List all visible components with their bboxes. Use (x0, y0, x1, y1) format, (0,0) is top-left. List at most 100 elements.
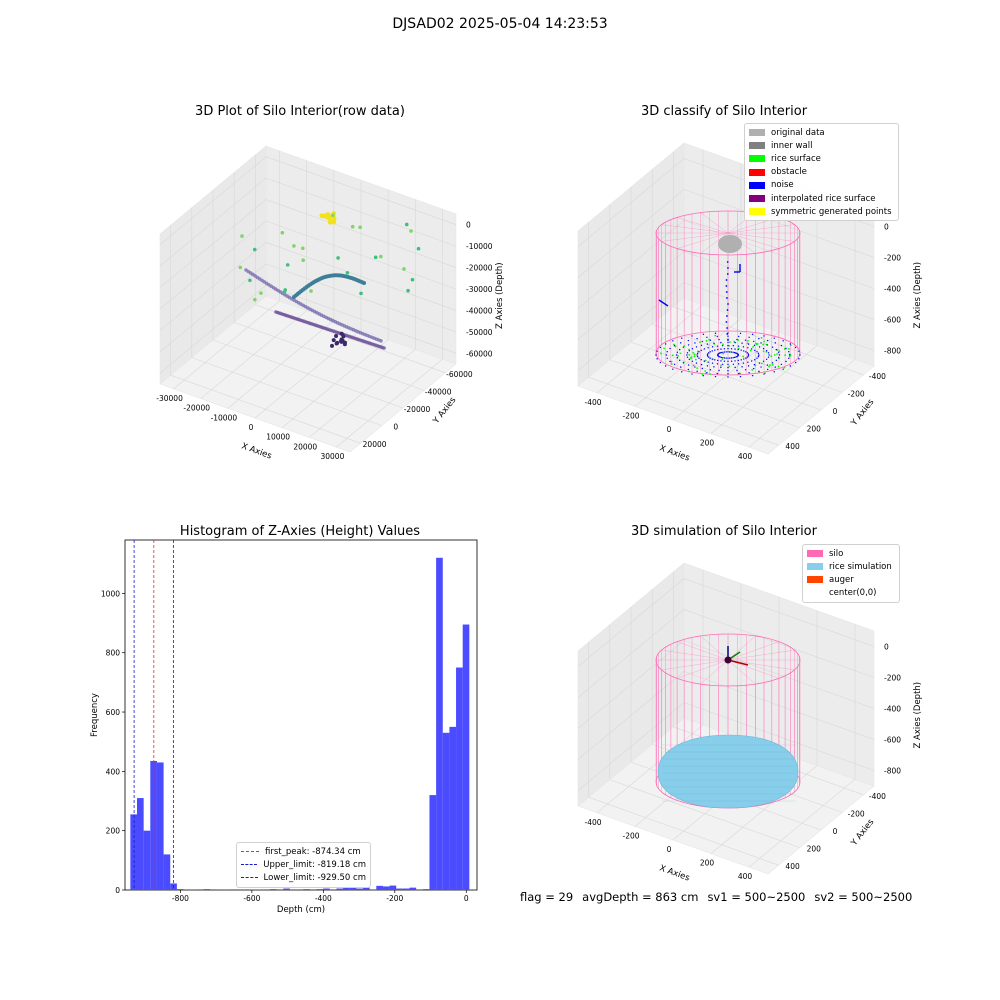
noise-point (658, 299, 669, 307)
legend-swatch (749, 168, 765, 176)
avg-depth-value: avgDepth = 863 cm (582, 890, 699, 904)
noise-point (701, 367, 703, 370)
x-tick-label: -600 (243, 894, 260, 903)
noise-point (726, 273, 729, 275)
noise-point (682, 346, 685, 348)
noise-point (680, 342, 682, 344)
grid-line (265, 263, 457, 333)
noise-point (695, 362, 698, 364)
histogram-bar (343, 887, 350, 890)
noise-point (694, 342, 696, 344)
noise-point (726, 309, 729, 311)
noise-point (773, 371, 775, 373)
grid-line (577, 251, 685, 340)
noise-point (695, 346, 698, 348)
legend-swatch (749, 208, 765, 216)
noise-point (725, 351, 727, 353)
legend-label: interpolated rice surface (771, 193, 876, 204)
noise-point (762, 360, 765, 362)
noise-point (720, 356, 723, 359)
noise-point (767, 356, 770, 358)
histogram-bar (283, 888, 290, 890)
histogram-bar (402, 888, 410, 890)
x-tick-label: 20000 (293, 442, 317, 451)
noise-point (730, 357, 733, 359)
raw-data-point (404, 222, 409, 227)
rice-surface-point (720, 364, 723, 367)
legend-line-sample (241, 877, 258, 879)
y-tick-label: -400 (869, 792, 886, 801)
raw-data-point (339, 331, 344, 336)
grid-line (630, 341, 822, 411)
legend-label: first_peak: -874.34 cm (265, 846, 361, 857)
grid-line (577, 671, 685, 760)
noise-point (741, 366, 743, 368)
y-tick-label: 0 (833, 407, 838, 416)
y-tick-label: 20000 (363, 440, 387, 449)
noise-point (740, 349, 742, 351)
noise-point (733, 356, 736, 359)
raw-data-point (248, 278, 252, 283)
z-tick-label: -50000 (466, 328, 493, 337)
raw-data-point (334, 333, 339, 338)
noise-point (754, 359, 756, 361)
legend-swatch (749, 142, 765, 150)
rice-surface-point (770, 355, 773, 358)
noise-point (696, 352, 699, 355)
noise-point (777, 351, 780, 353)
rice-surface-point (788, 348, 790, 350)
noise-point (727, 303, 729, 305)
noise-point (737, 348, 739, 351)
rice-surface-point (749, 349, 752, 352)
rice-surface-point (783, 348, 786, 350)
center-marker (724, 656, 732, 664)
noise-point (709, 351, 711, 353)
raw-data-point (252, 297, 257, 302)
histogram-bar (203, 889, 211, 890)
noise-point (711, 358, 713, 360)
noise-point (718, 338, 720, 341)
noise-point (727, 370, 729, 372)
noise-point (686, 352, 689, 354)
noise-point (709, 369, 712, 371)
rice-surface-point (677, 354, 680, 357)
noise-point (707, 356, 710, 358)
grid-line (577, 220, 685, 309)
sv2-value: sv2 = 500~2500 (814, 890, 913, 904)
noise-point (733, 351, 736, 354)
raw-data-point (309, 289, 313, 293)
noise-point (739, 332, 742, 335)
grid-line (577, 640, 685, 729)
noise-point (751, 374, 754, 377)
legend-entry: obstacle (749, 166, 894, 179)
histogram-bar (269, 889, 277, 890)
z-tick-label: -400 (884, 285, 901, 294)
raw-data-point (402, 267, 406, 271)
legend-label: obstacle (771, 167, 807, 178)
grid-line (191, 357, 382, 426)
noise-point (766, 344, 769, 346)
noise-point (717, 348, 719, 351)
rice-surface-point (773, 354, 776, 356)
raw-data-point (331, 338, 336, 343)
raw-data-point (252, 247, 257, 252)
rice-simulation-surface (657, 734, 799, 809)
noise-point (730, 360, 733, 362)
noise-point (694, 366, 696, 368)
x-tick-label: -10000 (211, 413, 238, 422)
y-axis-label: Frequency (90, 693, 100, 737)
y-tick-label: 600 (106, 708, 121, 717)
grid-line (265, 177, 457, 247)
z-axis-label: Z Axies (Depth) (913, 262, 923, 329)
x-tick-label: 400 (738, 452, 753, 461)
noise-point (666, 357, 668, 359)
noise-point (773, 337, 775, 339)
rice-surface-point (776, 353, 778, 355)
noise-point (763, 335, 765, 337)
rice-surface-point (688, 370, 690, 373)
histogram-bar (409, 887, 417, 890)
rice-surface-point (704, 359, 707, 362)
noise-point (727, 373, 729, 375)
